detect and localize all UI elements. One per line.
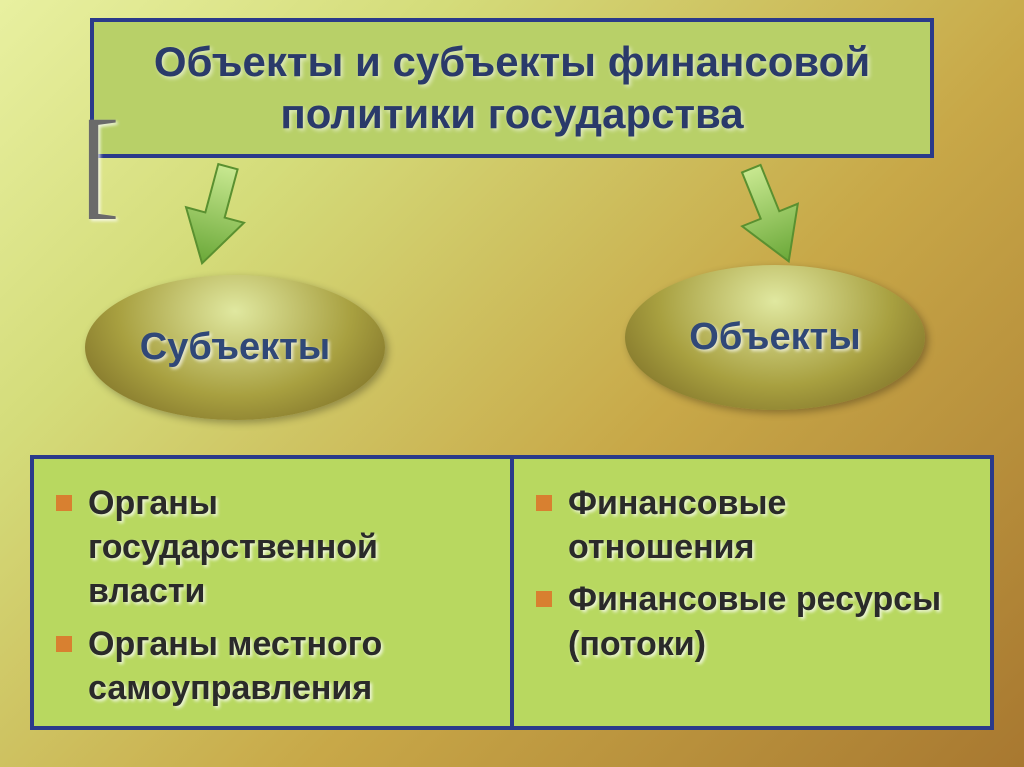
list-item-text: Органы государственной власти bbox=[88, 481, 488, 614]
bullet-icon bbox=[536, 495, 552, 511]
bullet-icon bbox=[56, 636, 72, 652]
list-item-text: Финансовые отношения bbox=[568, 481, 968, 569]
list-row: Органы государственной властиОрганы мест… bbox=[30, 455, 994, 730]
list-item: Финансовые ресурсы (потоки) bbox=[536, 577, 968, 665]
list-item-text: Органы местного самоуправления bbox=[88, 622, 488, 710]
list-cell-right: Финансовые отношенияФинансовые ресурсы (… bbox=[512, 455, 994, 730]
bullet-icon bbox=[56, 495, 72, 511]
title-text: Объекты и субъекты финансовой политики г… bbox=[94, 36, 930, 141]
list-item-text: Финансовые ресурсы (потоки) bbox=[568, 577, 968, 665]
slide: Объекты и субъекты финансовой политики г… bbox=[0, 0, 1024, 767]
oval-left: Субъекты bbox=[85, 275, 385, 420]
list-cell-left: Органы государственной властиОрганы мест… bbox=[30, 455, 512, 730]
list-item: Органы государственной власти bbox=[56, 481, 488, 614]
bracket-decoration: [ bbox=[80, 115, 135, 245]
oval-right: Объекты bbox=[625, 265, 925, 410]
bullet-icon bbox=[536, 591, 552, 607]
list-item: Финансовые отношения bbox=[536, 481, 968, 569]
oval-right-label: Объекты bbox=[689, 316, 860, 359]
title-box: Объекты и субъекты финансовой политики г… bbox=[90, 18, 934, 158]
arrow-right-icon bbox=[712, 149, 827, 281]
oval-left-label: Субъекты bbox=[140, 326, 330, 369]
list-item: Органы местного самоуправления bbox=[56, 622, 488, 710]
arrow-left-icon bbox=[162, 152, 268, 279]
